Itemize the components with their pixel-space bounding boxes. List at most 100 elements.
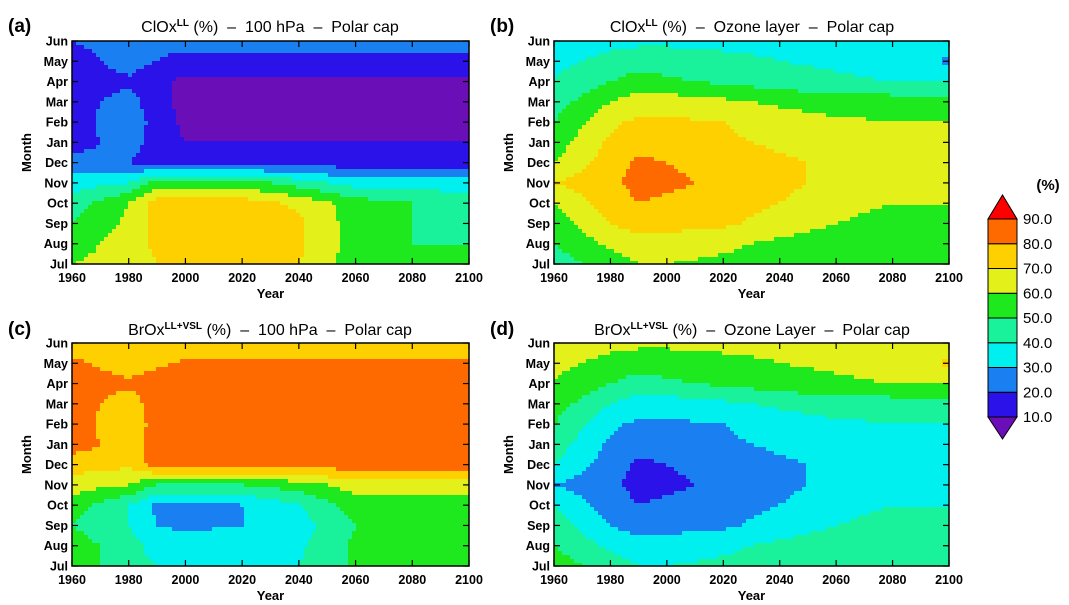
colorbar-level-label: 10.0 bbox=[1023, 409, 1052, 426]
x-tick-label: 2080 bbox=[398, 573, 426, 587]
y-tick-label: Mar bbox=[46, 397, 68, 411]
panel-title: ClOxLL (%) – 100 hPa – Polar cap bbox=[141, 18, 399, 36]
y-tick-label: Apr bbox=[46, 75, 68, 89]
y-tick-label: Jun bbox=[46, 337, 68, 351]
panel-letter: (b) bbox=[490, 16, 514, 37]
panel-d: 1960 1980 2000 2020 2040 2060 2080 2100 Jul Aug Se… bbox=[490, 319, 963, 603]
panel-title: BrOxLL+VSL (%) – Ozone Layer – Polar cap bbox=[594, 321, 910, 339]
y-tick-label: Oct bbox=[47, 499, 69, 513]
panel-title: BrOxLL+VSL (%) – 100 hPa – Polar cap bbox=[128, 321, 412, 339]
y-tick-label: Jan bbox=[528, 136, 550, 150]
y-tick-label: Jan bbox=[46, 136, 68, 150]
colorbar-box bbox=[987, 218, 1018, 245]
x-tick-label: 1960 bbox=[540, 573, 568, 587]
colorbar-box bbox=[987, 292, 1018, 319]
panel-letter: (c) bbox=[8, 319, 31, 340]
x-tick-label: 2000 bbox=[653, 271, 681, 285]
y-tick-label: Jul bbox=[50, 258, 68, 272]
y-tick-label: Jan bbox=[528, 438, 550, 452]
x-tick-label: 2020 bbox=[709, 271, 737, 285]
x-tick-label: 2000 bbox=[172, 271, 200, 285]
x-tick-label: 2100 bbox=[455, 573, 483, 587]
x-tick-label: 1960 bbox=[58, 573, 86, 587]
title-species: BrOx bbox=[594, 322, 630, 339]
y-tick-label: Dec bbox=[45, 156, 68, 170]
y-tick-label: Feb bbox=[528, 418, 551, 432]
x-tick-label: 2080 bbox=[398, 271, 426, 285]
title-superscript: LL bbox=[177, 18, 189, 29]
contour-field bbox=[554, 41, 950, 265]
y-axis-title: Month bbox=[501, 133, 516, 172]
y-tick-label: Mar bbox=[528, 397, 550, 411]
panel-b: 1960 1980 2000 2020 2040 2060 2080 2100 Jul Aug Se… bbox=[490, 16, 963, 301]
y-tick-label: Feb bbox=[528, 116, 551, 130]
y-tick-label: Jan bbox=[46, 438, 68, 452]
x-tick-label: 1980 bbox=[597, 573, 625, 587]
y-tick-label: Apr bbox=[528, 377, 550, 391]
colorbar-box bbox=[987, 391, 1018, 418]
plot-frame bbox=[553, 342, 950, 567]
y-tick-label: Nov bbox=[526, 478, 550, 492]
y-tick-label: Jun bbox=[46, 35, 68, 49]
title-superscript: LL bbox=[645, 18, 657, 29]
colorbar-box bbox=[987, 317, 1018, 344]
y-tick-label: Sep bbox=[45, 519, 68, 533]
y-tick-label: Aug bbox=[526, 237, 550, 251]
y-tick-label: Sep bbox=[45, 217, 68, 231]
y-tick-label: Dec bbox=[527, 458, 550, 472]
contour-field bbox=[72, 343, 470, 567]
y-tick-label: Apr bbox=[528, 75, 550, 89]
x-tick-label: 1960 bbox=[58, 271, 86, 285]
colorbar-level-label: 30.0 bbox=[1023, 360, 1052, 377]
x-tick-label: 2020 bbox=[228, 271, 256, 285]
x-tick-label: 2060 bbox=[342, 573, 370, 587]
y-tick-label: Jul bbox=[532, 258, 550, 272]
y-axis-title: Month bbox=[19, 133, 34, 172]
panel-a: 1960 1980 2000 2020 2040 2060 2080 2100 Jul Aug Se… bbox=[8, 16, 483, 301]
y-tick-label: Mar bbox=[46, 95, 68, 109]
y-tick-label: May bbox=[44, 55, 68, 69]
colorbar-max-triangle bbox=[987, 194, 1018, 220]
colorbar-level-label: 80.0 bbox=[1023, 236, 1052, 253]
colorbar-level-label: 90.0 bbox=[1023, 211, 1052, 228]
y-tick-label: Jun bbox=[528, 35, 550, 49]
title-superscript: LL+VSL bbox=[631, 321, 669, 332]
panel-letter: (a) bbox=[8, 16, 31, 37]
y-tick-label: Feb bbox=[46, 116, 69, 130]
title-species: BrOx bbox=[128, 322, 164, 339]
title-rest: (%) – 100 hPa – Polar cap bbox=[202, 322, 412, 339]
title-rest: (%) – 100 hPa – Polar cap bbox=[189, 19, 399, 36]
x-tick-label: 1980 bbox=[115, 573, 143, 587]
plot-frame bbox=[71, 40, 470, 265]
y-tick-label: Apr bbox=[46, 377, 68, 391]
y-axis-title: Month bbox=[19, 435, 34, 474]
colorbar-box bbox=[987, 243, 1018, 269]
x-tick-label: 1960 bbox=[540, 271, 568, 285]
x-tick-label: 2100 bbox=[935, 271, 963, 285]
y-tick-label: Jul bbox=[50, 560, 68, 574]
y-tick-label: Aug bbox=[526, 539, 550, 553]
y-tick-label: Oct bbox=[529, 197, 551, 211]
x-tick-label: 2040 bbox=[285, 573, 313, 587]
y-tick-label: Jun bbox=[528, 337, 550, 351]
title-rest: (%) – Ozone layer – Polar cap bbox=[658, 19, 895, 36]
colorbar: 10.0 20.0 30.0 40.0 50.0 60.0 70.0 80.0 90.0 (%) bbox=[987, 177, 1060, 440]
colorbar-box bbox=[987, 342, 1018, 368]
title-rest: (%) – Ozone Layer – Polar cap bbox=[668, 322, 910, 339]
panel-title: ClOxLL (%) – Ozone layer – Polar cap bbox=[610, 18, 894, 36]
x-tick-label: 2100 bbox=[935, 573, 963, 587]
y-tick-label: Dec bbox=[45, 458, 68, 472]
x-tick-label: 1980 bbox=[597, 271, 625, 285]
y-tick-label: May bbox=[526, 55, 550, 69]
y-tick-label: Nov bbox=[526, 176, 550, 190]
y-tick-label: Aug bbox=[44, 237, 68, 251]
x-axis-title: Year bbox=[257, 286, 284, 301]
x-tick-label: 2000 bbox=[172, 573, 200, 587]
colorbar-min-triangle bbox=[987, 416, 1018, 440]
panel-c: 1960 1980 2000 2020 2040 2060 2080 2100 Jul Aug Se… bbox=[8, 319, 483, 603]
x-axis-title: Year bbox=[738, 588, 765, 603]
contour-field bbox=[72, 41, 470, 265]
y-axis-title: Month bbox=[501, 435, 516, 474]
x-axis-title: Year bbox=[257, 588, 284, 603]
y-tick-label: Oct bbox=[529, 499, 551, 513]
